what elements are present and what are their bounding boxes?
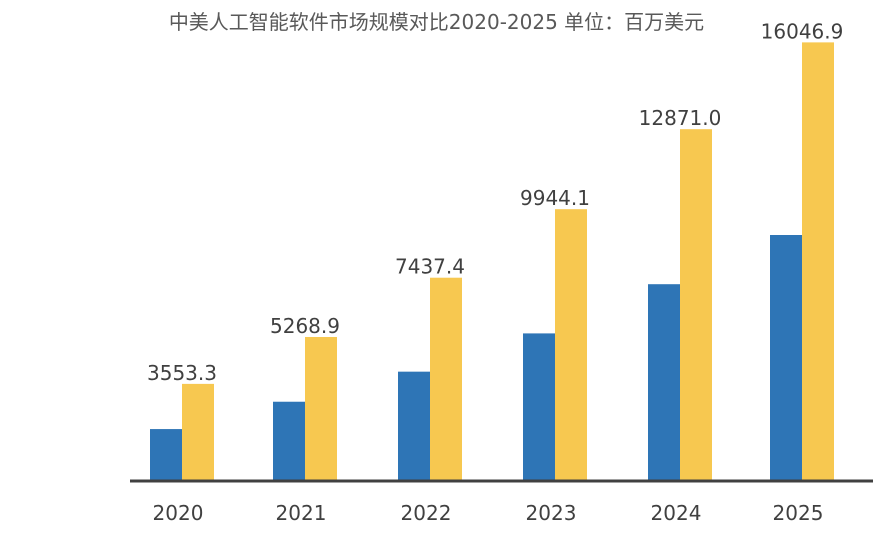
x-tick-2024: 2024 bbox=[651, 501, 702, 525]
data-label-2023: 9944.1 bbox=[520, 186, 590, 210]
x-tick-2020: 2020 bbox=[153, 501, 204, 525]
bar-yellow-2021 bbox=[305, 336, 337, 481]
x-tick-2023: 2023 bbox=[526, 501, 577, 525]
bar-yellow-2025 bbox=[802, 42, 834, 481]
data-label-2022: 7437.4 bbox=[395, 255, 465, 279]
bar-yellow-2023 bbox=[555, 209, 587, 482]
bar-yellow-2022 bbox=[430, 277, 462, 481]
bar-blue-2024 bbox=[648, 284, 680, 481]
bar-blue-2021 bbox=[273, 401, 305, 481]
data-label-2021: 5268.9 bbox=[270, 314, 340, 338]
x-tick-2025: 2025 bbox=[773, 501, 824, 525]
bars-group bbox=[150, 42, 834, 482]
bar-blue-2020 bbox=[150, 429, 182, 481]
bar-yellow-2020 bbox=[182, 383, 214, 481]
data-labels-group: 3553.3 5268.9 7437.4 9944.1 12871.0 16046.9 bbox=[147, 19, 843, 384]
chart-title: 中美人工智能软件市场规模对比2020-2025 单位：百万美元 bbox=[168, 10, 705, 34]
data-label-2025: 16046.9 bbox=[761, 19, 844, 43]
x-tick-2021: 2021 bbox=[276, 501, 327, 525]
data-label-2024: 12871.0 bbox=[639, 106, 722, 130]
x-tick-2022: 2022 bbox=[401, 501, 452, 525]
bar-blue-2022 bbox=[398, 371, 430, 481]
data-label-2020: 3553.3 bbox=[147, 361, 217, 385]
bar-blue-2025 bbox=[770, 235, 802, 481]
bar-yellow-2024 bbox=[680, 129, 712, 481]
bar-blue-2023 bbox=[523, 333, 555, 481]
x-axis-ticks-group: 2020 2021 2022 2023 2024 2025 bbox=[153, 501, 824, 525]
